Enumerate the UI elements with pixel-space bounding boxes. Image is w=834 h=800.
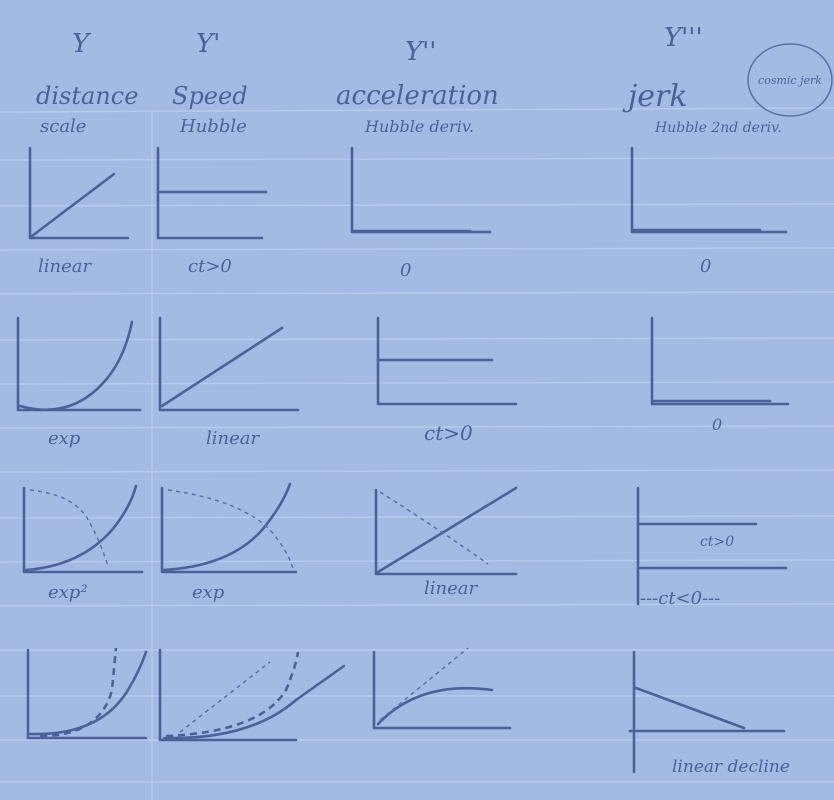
axes-distance-3: [22, 486, 144, 574]
row1-label-y3: 0: [700, 256, 711, 277]
curve-steeper-dashed: [39, 647, 118, 738]
curve-saturating: [376, 686, 494, 726]
row-4-sketches: linear decline: [26, 647, 790, 777]
ruled-line: [0, 603, 834, 607]
curve-bold: [162, 664, 346, 740]
ruled-line: [0, 381, 834, 385]
column-headers: Y Y' Y'' Y''' distance Speed acceleratio…: [36, 23, 833, 137]
axes-speed-2: [158, 316, 300, 412]
curve-steep: [28, 650, 148, 736]
row-2-sketches: exp linear ct>0 0: [16, 316, 790, 449]
curve-dotted-accel: [379, 647, 469, 721]
axes-distance-1: [28, 146, 130, 240]
row4-label-y3: linear decline: [672, 757, 790, 777]
row3-label-y1: exp: [192, 582, 225, 603]
curve-decline-dashed-3: [379, 491, 489, 565]
curve-exp-squared: [24, 484, 138, 572]
ruled-line: [0, 469, 834, 473]
row2-label-y1: linear: [206, 428, 260, 449]
header-y: Y: [72, 29, 92, 59]
axes-speed-4: [158, 648, 298, 742]
row-1-sketches: linear ct>0 0 0: [28, 146, 788, 281]
axes-accel-4: [372, 650, 512, 730]
axes-jerk-2: [650, 316, 790, 406]
axes-accel-3: [374, 488, 518, 576]
label-distance: distance: [36, 82, 138, 110]
row1-label-y1: ct>0: [188, 256, 232, 277]
curve-dotted: [179, 661, 271, 733]
cosmic-jerk-note: cosmic jerk: [758, 74, 822, 87]
row1-label-y: linear: [38, 256, 92, 277]
label-hubble-deriv: Hubble deriv.: [364, 117, 474, 136]
label-scale: scale: [40, 116, 86, 137]
ruled-line: [0, 247, 834, 251]
ruled-line: [0, 425, 834, 429]
label-speed: Speed: [172, 82, 248, 110]
row3-label-y2: linear: [424, 578, 478, 599]
row3-label-y3-negative: ---ct<0---: [640, 588, 720, 609]
header-y-triple-prime: Y''': [664, 23, 703, 53]
label-jerk: jerk: [622, 79, 688, 114]
curve-decline-dashed: [29, 489, 109, 567]
ruled-line: [0, 203, 834, 207]
label-acceleration: acceleration: [336, 81, 499, 111]
ruled-line: [0, 107, 834, 113]
header-y-prime: Y': [196, 29, 220, 59]
ruled-line: [0, 337, 834, 341]
ruled-line: [0, 515, 834, 519]
axes-distance-2: [16, 316, 142, 412]
axes-accel-2: [376, 316, 518, 406]
curve-linear: [30, 172, 116, 238]
curve-linear-2: [160, 326, 284, 408]
curve-exp-2: [162, 482, 292, 572]
ruled-line: [0, 291, 834, 295]
axes-accel-1: [350, 146, 492, 234]
row-3-sketches: exp² exp linear ct>0 ---ct<0---: [22, 482, 788, 609]
curve-exp: [18, 320, 134, 412]
axes-distance-4: [26, 648, 148, 740]
row1-label-y2: 0: [400, 260, 411, 281]
row2-label-y3: 0: [712, 415, 722, 434]
curve-linear-3: [376, 486, 518, 574]
label-hubble-2nd-deriv: Hubble 2nd deriv.: [654, 120, 782, 136]
axes-jerk-1: [630, 146, 788, 234]
header-y-double-prime: Y'': [405, 37, 436, 67]
row3-label-y3-positive: ct>0: [700, 534, 734, 550]
axes-speed-3: [160, 486, 298, 574]
row2-label-y: exp: [48, 428, 81, 449]
row3-label-y: exp²: [48, 582, 88, 603]
label-hubble: Hubble: [179, 116, 247, 137]
ruled-line: [0, 157, 834, 161]
curve-linear-decline: [634, 686, 746, 730]
axes-speed-1: [156, 146, 264, 240]
row2-label-y2: ct>0: [424, 421, 473, 445]
circled-note: [747, 43, 833, 117]
curve-decline-dashed-2: [167, 489, 295, 573]
curve-dashed: [165, 651, 300, 738]
ruled-line: [0, 559, 834, 563]
